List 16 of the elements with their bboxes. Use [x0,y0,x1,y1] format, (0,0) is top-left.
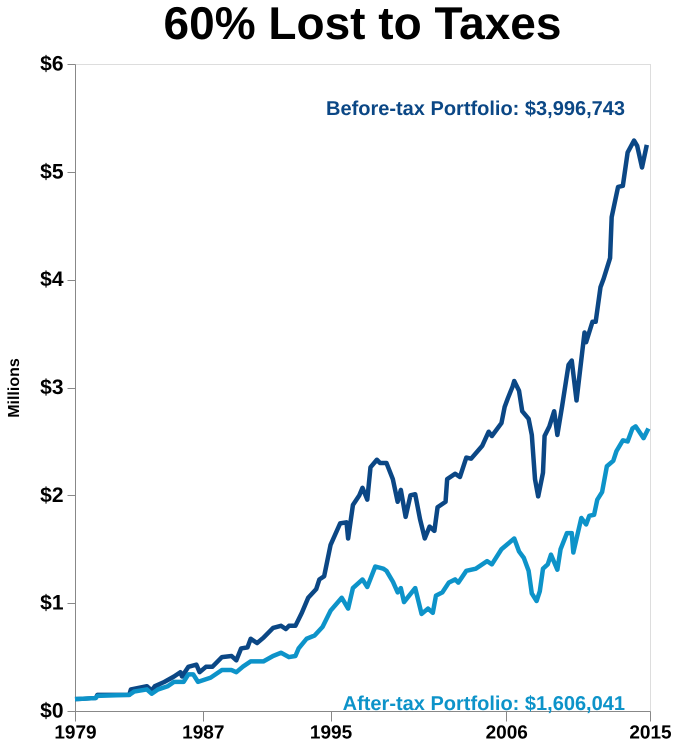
x-tick-label: 2006 [486,722,528,744]
y-tick-label: $0 [40,700,64,722]
x-tick-label: 1979 [54,722,97,744]
y-axis-title: Millions [6,358,24,418]
y-tick-label: $3 [40,376,64,399]
y-tick-label: $1 [40,592,64,615]
chart-title: 60% Lost to Taxes [164,0,562,49]
x-tick-label: 1987 [182,722,224,744]
x-tick-label: 2015 [629,722,672,744]
y-tick-label: $5 [40,160,64,184]
y-tick-label: $2 [40,484,64,507]
annotation: Before-tax Portfolio: $3,996,743 [326,98,625,120]
y-tick-label: $6 [40,52,64,76]
y-tick-label: $4 [40,268,64,292]
x-tick-label: 1995 [310,722,353,744]
annotation: After-tax Portfolio: $1,606,041 [342,693,625,715]
